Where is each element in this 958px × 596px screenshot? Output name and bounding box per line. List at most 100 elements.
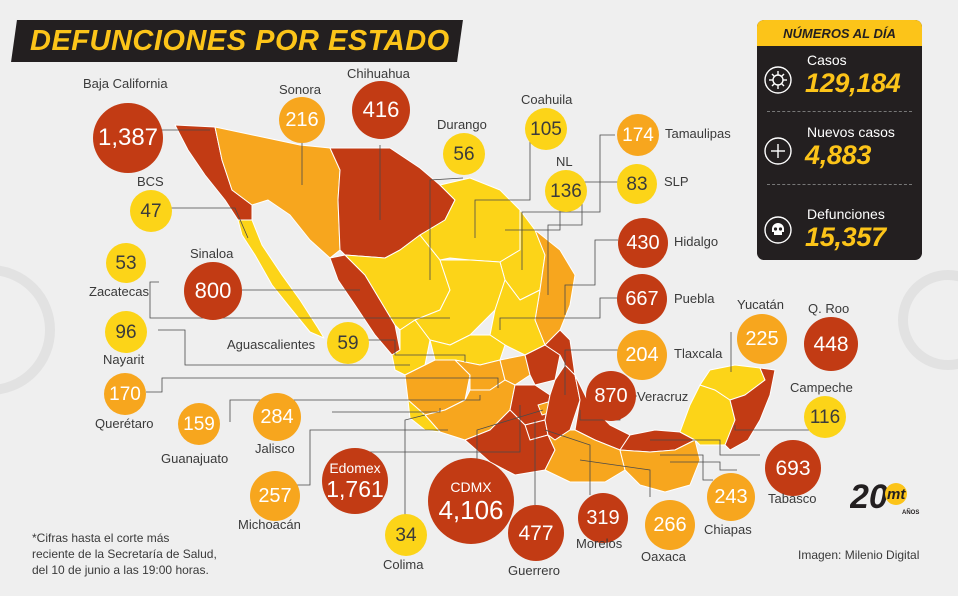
label-puebla: Puebla (674, 291, 715, 306)
label-guanajuato: Guanajuato (161, 451, 229, 466)
value-colima: 34 (395, 524, 417, 546)
bubble-edomex: Edomex 1,761 (322, 448, 388, 514)
bubble-michoacan: 257 (250, 471, 300, 521)
label-morelos: Morelos (576, 536, 623, 551)
value-sinaloa: 800 (194, 278, 232, 303)
label-nayarit: Nayarit (103, 352, 145, 367)
label-tabasco: Tabasco (768, 491, 817, 506)
value-nayarit: 96 (115, 321, 137, 343)
milenio-20-logo: 20 mt AÑOS (850, 478, 919, 516)
value-guanajuato: 159 (183, 413, 215, 435)
value-aguascalientes: 59 (337, 332, 359, 354)
map-queretaro (499, 354, 531, 386)
deaths-label: Defunciones (807, 206, 885, 222)
label-zacatecas: Zacatecas (89, 284, 149, 299)
value-oaxaca: 266 (653, 514, 687, 536)
value-puebla: 667 (625, 288, 659, 310)
label-sinaloa: Sinaloa (190, 246, 234, 261)
label-hidalgo: Hidalgo (674, 234, 719, 249)
label-jalisco: Jalisco (255, 441, 295, 456)
skull-icon (764, 216, 792, 244)
value-durango: 56 (453, 143, 475, 165)
value-yucatan: 225 (745, 328, 779, 350)
bubble-puebla: 667 (617, 274, 667, 324)
mexico-map (174, 124, 776, 493)
label-sonora: Sonora (279, 82, 321, 97)
bubble-sonora: 216 (279, 97, 325, 143)
label-aguascalientes: Aguascalientes (227, 337, 316, 352)
bubble-oaxaca: 266 (645, 500, 695, 550)
label-michoacan: Michoacán (238, 517, 301, 532)
bubble-chihuahua: 416 (352, 81, 410, 139)
background-virus-decoration (0, 265, 958, 395)
bubble-durango: 56 (443, 133, 485, 175)
bubble-tabasco: 693 (765, 440, 821, 496)
map-bcs (237, 219, 325, 339)
map-chiapas (619, 439, 701, 493)
bubble-chiapas: 243 (707, 473, 755, 521)
summary-panel: NÚMEROS AL DÍA Casos 129,184 Nuevos caso… (757, 20, 922, 260)
bubble-sinaloa: 800 (184, 262, 242, 320)
value-nl: 136 (550, 180, 582, 202)
summary-heading: NÚMEROS AL DÍA (757, 20, 922, 46)
cases-label: Casos (807, 52, 847, 68)
bubble-slp: 83 (617, 164, 657, 204)
value-cdmx: 4,106 (438, 494, 504, 525)
bubble-baja-california: 1,387 (93, 103, 163, 173)
label-campeche: Campeche (790, 380, 853, 395)
bubble-colima: 34 (385, 514, 427, 556)
value-tamaulipas: 174 (622, 124, 654, 146)
label-baja-california: Baja California (83, 76, 168, 91)
label-cdmx: CDMX (450, 478, 492, 495)
map-qroo (724, 367, 776, 451)
value-qroo: 448 (813, 332, 849, 356)
value-tlaxcala: 204 (625, 344, 659, 366)
page-title: DEFUNCIONES POR ESTADO (30, 25, 450, 57)
virus-icon (764, 66, 792, 94)
label-queretaro: Querétaro (95, 416, 154, 431)
logo-number: 20 (850, 478, 888, 516)
bubble-hidalgo: 430 (618, 218, 668, 268)
logo-brand: mt (887, 486, 906, 503)
value-baja-california: 1,387 (97, 124, 159, 151)
bubble-cdmx: CDMX 4,106 (428, 458, 514, 544)
label-chihuahua: Chihuahua (347, 66, 410, 81)
value-edomex: 1,761 (326, 476, 384, 502)
value-coahuila: 105 (530, 118, 562, 140)
value-guerrero: 477 (518, 521, 554, 545)
image-credit: Imagen: Milenio Digital (798, 548, 920, 562)
bubble-aguascalientes: 59 (327, 322, 369, 364)
label-chiapas: Chiapas (704, 522, 752, 537)
label-colima: Colima (383, 557, 424, 572)
label-yucatan: Yucatán (737, 297, 784, 312)
bubble-guerrero: 477 (508, 505, 564, 561)
value-slp: 83 (626, 173, 648, 195)
value-veracruz: 870 (594, 385, 628, 407)
value-chihuahua: 416 (362, 97, 400, 122)
label-slp: SLP (664, 174, 689, 189)
divider (767, 184, 912, 185)
value-morelos: 319 (586, 507, 620, 529)
bubble-nayarit: 96 (105, 311, 147, 353)
bubble-coahuila: 105 (525, 108, 567, 150)
bubble-yucatan: 225 (737, 314, 787, 364)
value-chiapas: 243 (714, 486, 748, 508)
bubble-guanajuato: 159 (178, 403, 220, 445)
bubble-veracruz: 870 (586, 371, 636, 421)
label-oaxaca: Oaxaca (641, 549, 686, 564)
bubble-jalisco: 284 (253, 393, 301, 441)
label-nl: NL (556, 154, 573, 169)
footnote: *Cifras hasta el corte más reciente de l… (32, 530, 217, 578)
bubble-tamaulipas: 174 (617, 114, 659, 156)
bubble-bcs: 47 (130, 190, 172, 232)
value-sonora: 216 (285, 109, 319, 131)
bubble-campeche: 116 (804, 396, 846, 438)
value-bcs: 47 (140, 200, 162, 222)
plus-icon (764, 137, 792, 165)
new-cases-label: Nuevos casos (807, 124, 895, 140)
label-qroo: Q. Roo (808, 301, 850, 316)
footnote-line: del 10 de junio a las 19:00 horas. (32, 563, 209, 577)
bubble-qroo: 448 (804, 317, 858, 371)
leader-lines (145, 127, 837, 520)
